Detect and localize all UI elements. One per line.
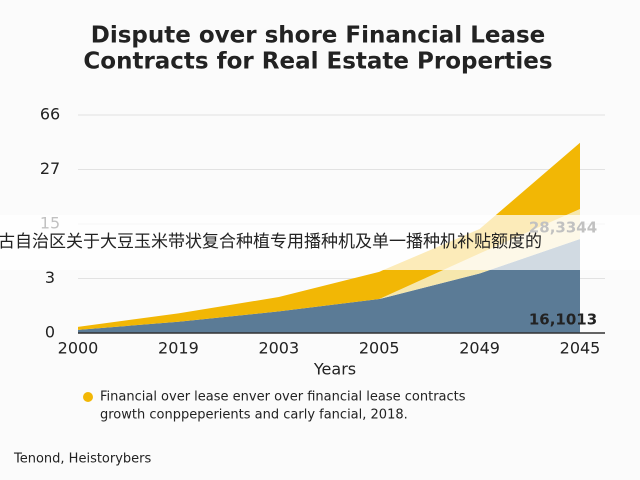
x-tick-label: 2000: [58, 339, 99, 358]
overlay-banner: [0, 215, 640, 270]
y-tick-label: 0: [45, 323, 55, 342]
area: [78, 238, 580, 333]
y-tick-label: 66: [40, 105, 60, 124]
x-tick-label: 2019: [158, 339, 199, 358]
y-tick-label: 3: [45, 268, 55, 287]
annotation: 16,1013: [529, 311, 597, 329]
legend-swatch: [83, 392, 93, 402]
x-tick-label: 2005: [359, 339, 400, 358]
chart-title: Dispute over shore Financial Lease: [91, 23, 546, 49]
legend-note: growth conppeperients and carly fancial,…: [100, 408, 408, 423]
chart-title: Contracts for Real Estate Properties: [83, 49, 552, 75]
x-axis-title: Years: [313, 360, 356, 379]
legend-label: Financial over lease enver over financia…: [100, 390, 466, 405]
x-tick-label: 2003: [258, 339, 299, 358]
source: Tenond, Heistorybers: [13, 452, 152, 467]
y-tick-label: 27: [40, 159, 60, 178]
x-tick-label: 2045: [560, 339, 601, 358]
banner-text: 古自治区关于大豆玉米带状复合种植专用播种机及单一播种机补贴额度的: [0, 232, 542, 252]
x-tick-label: 2049: [459, 339, 500, 358]
